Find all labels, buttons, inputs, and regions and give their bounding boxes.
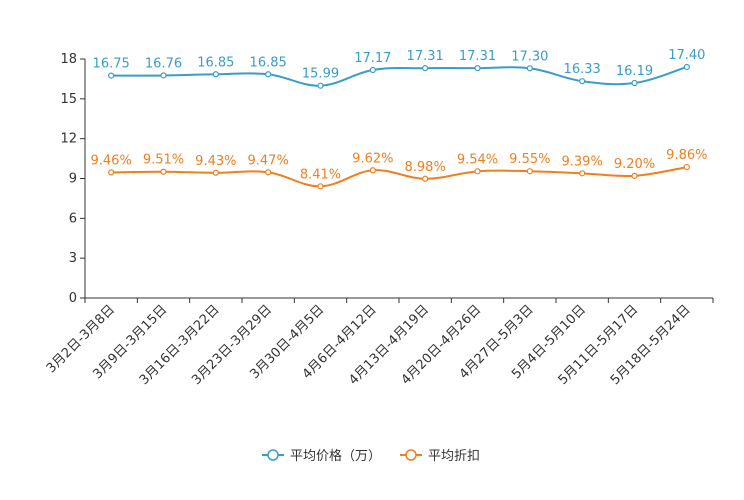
data-label-price: 15.99 bbox=[302, 67, 339, 82]
data-label-price: 17.17 bbox=[354, 51, 391, 66]
data-point-discount bbox=[212, 169, 219, 176]
legend-label-discount: 平均折扣 bbox=[428, 449, 480, 464]
data-label-discount: 9.62% bbox=[352, 151, 393, 166]
data-point-discount bbox=[265, 169, 272, 176]
data-point-price bbox=[579, 78, 586, 85]
data-point-discount bbox=[422, 175, 429, 182]
data-label-discount: 9.54% bbox=[457, 152, 498, 167]
y-tick-label: 9 bbox=[69, 172, 77, 187]
data-label-price: 16.85 bbox=[197, 55, 234, 70]
data-point-discount bbox=[526, 168, 533, 175]
data-label-price: 17.31 bbox=[407, 49, 444, 64]
legend-marker-price bbox=[267, 449, 279, 461]
data-label-discount: 9.55% bbox=[509, 152, 550, 167]
data-point-discount bbox=[317, 183, 324, 190]
data-point-price bbox=[108, 72, 115, 79]
data-label-price: 16.33 bbox=[564, 62, 601, 77]
series-line-price bbox=[111, 66, 688, 87]
data-point-price bbox=[631, 79, 638, 87]
data-point-discount bbox=[683, 163, 690, 171]
data-label-discount: 9.47% bbox=[248, 153, 289, 168]
data-label-discount: 9.20% bbox=[614, 157, 655, 172]
data-point-price bbox=[317, 82, 324, 89]
data-label-price: 17.30 bbox=[511, 49, 548, 64]
data-point-price bbox=[526, 65, 533, 72]
data-label-discount: 9.46% bbox=[91, 153, 132, 168]
y-tick-label: 15 bbox=[60, 92, 77, 107]
y-tick-label: 0 bbox=[69, 291, 77, 306]
data-label-discount: 9.39% bbox=[562, 154, 603, 169]
data-point-price bbox=[683, 63, 690, 71]
data-point-discount bbox=[369, 167, 376, 174]
data-point-price bbox=[369, 66, 376, 74]
data-label-discount: 9.51% bbox=[143, 153, 184, 168]
y-tick-label: 6 bbox=[69, 211, 77, 226]
data-label-price: 16.19 bbox=[616, 64, 653, 79]
data-point-discount bbox=[108, 169, 115, 176]
data-point-price bbox=[265, 71, 272, 78]
data-point-discount bbox=[160, 168, 167, 175]
y-tick-label: 18 bbox=[60, 52, 77, 67]
data-point-discount bbox=[579, 170, 586, 177]
legend-label-price: 平均价格（万） bbox=[290, 448, 381, 464]
data-point-discount bbox=[474, 168, 481, 175]
data-point-discount bbox=[631, 172, 638, 179]
data-label-price: 17.31 bbox=[459, 49, 496, 64]
y-tick-label: 3 bbox=[69, 251, 77, 266]
data-label-price: 16.76 bbox=[145, 56, 182, 71]
data-label-discount: 9.86% bbox=[666, 148, 707, 163]
data-label-price: 17.40 bbox=[668, 48, 705, 63]
legend-marker-discount bbox=[405, 449, 417, 461]
data-label-discount: 9.43% bbox=[195, 154, 236, 169]
data-label-discount: 8.41% bbox=[300, 167, 341, 182]
data-point-price bbox=[160, 72, 167, 79]
data-label-price: 16.75 bbox=[93, 57, 130, 72]
data-label-price: 16.85 bbox=[250, 55, 287, 70]
series-line-discount bbox=[111, 166, 687, 188]
y-tick-label: 12 bbox=[60, 132, 77, 147]
data-label-discount: 8.98% bbox=[405, 160, 446, 175]
data-point-price bbox=[212, 71, 219, 78]
data-point-price bbox=[474, 65, 481, 72]
data-point-price bbox=[422, 65, 429, 72]
